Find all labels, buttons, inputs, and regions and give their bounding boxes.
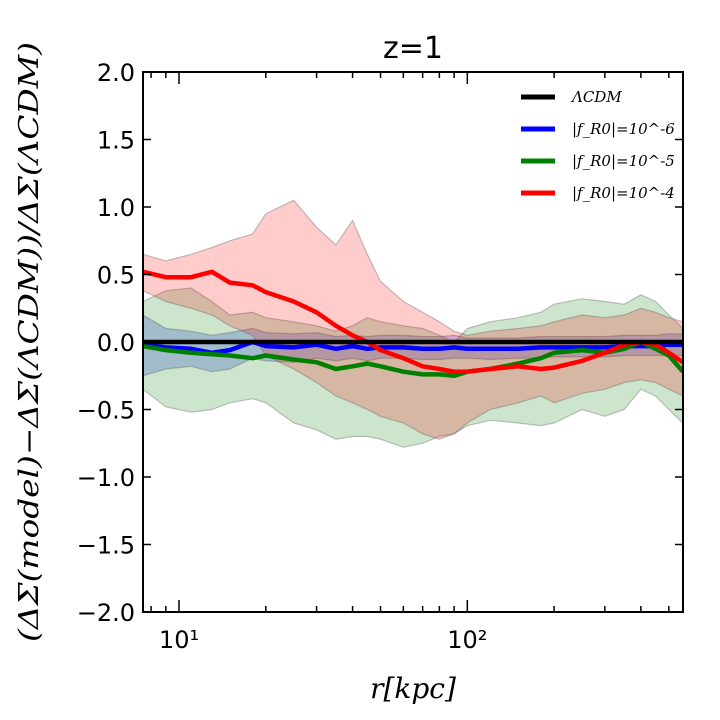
x-tick-label: 10²: [447, 626, 487, 654]
y-tick-label: 1.5: [97, 127, 135, 155]
legend: ΛCDM |f_R0|=10^-6 |f_R0|=10^-5 |f_R0|=10^-4: [521, 88, 675, 202]
band-f-r0-10-6: [143, 314, 683, 377]
band-f-r0-10-5: [143, 287, 683, 448]
x-axis-label: r[kpc]: [370, 672, 456, 705]
y-tick-label: −0.5: [77, 397, 135, 425]
chart-title: z=1: [383, 31, 443, 66]
y-tick-label: 2.0: [97, 59, 135, 87]
band-f-r0-10-4: [143, 199, 683, 440]
y-tick-label: 0.0: [97, 329, 135, 357]
y-axis-label: (ΔΣ(model)−ΔΣ(ΛCDM))/ΔΣ(ΛCDM): [14, 42, 45, 642]
y-tick-label: −2.0: [77, 599, 135, 627]
uncertainty-bands: [143, 199, 683, 448]
legend-label-f-r0-10-5: |f_R0|=10^-5: [572, 152, 675, 170]
y-tick-label: 1.0: [97, 194, 135, 222]
series-lines: [143, 269, 683, 379]
y-tick-label: −1.0: [77, 464, 135, 492]
legend-label-cdm: ΛCDM: [570, 88, 622, 106]
legend-label-f-r0-10-6: |f_R0|=10^-6: [572, 120, 675, 138]
x-tick-label: 10¹: [159, 626, 199, 654]
x-ticks: 10¹ 10²: [150, 72, 670, 654]
y-ticks: 2.0 1.5 1.0 0.5 0.0 −0.5 −1.0 −1.5 −2.0: [77, 59, 683, 627]
y-tick-label: −1.5: [77, 532, 135, 560]
line-f-r0-10-6: [143, 339, 683, 356]
y-tick-label: 0.5: [97, 262, 135, 290]
line-f-r0-10-4: [143, 269, 683, 374]
legend-label-f-r0-10-4: |f_R0|=10^-4: [572, 184, 675, 202]
